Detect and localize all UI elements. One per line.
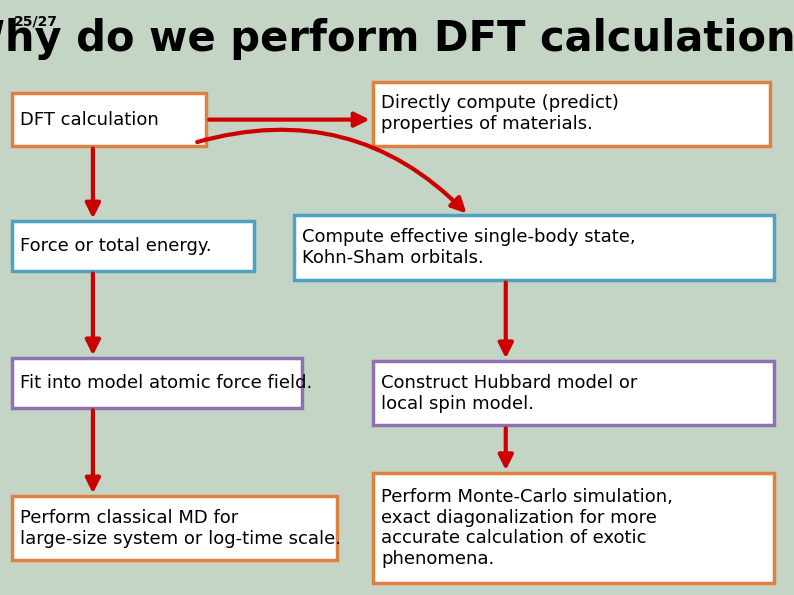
FancyBboxPatch shape <box>294 215 774 280</box>
Text: Fit into model atomic force field.: Fit into model atomic force field. <box>20 374 312 392</box>
FancyBboxPatch shape <box>12 221 254 271</box>
FancyBboxPatch shape <box>373 473 774 583</box>
Text: Compute effective single-body state,
Kohn-Sham orbitals.: Compute effective single-body state, Koh… <box>302 228 635 267</box>
Text: DFT calculation: DFT calculation <box>20 111 159 129</box>
FancyBboxPatch shape <box>373 361 774 425</box>
FancyBboxPatch shape <box>12 358 302 408</box>
Text: Perform classical MD for
large-size system or log-time scale.: Perform classical MD for large-size syst… <box>20 509 341 548</box>
FancyArrowPatch shape <box>197 130 463 210</box>
Text: Perform Monte-Carlo simulation,
exact diagonalization for more
accurate calculat: Perform Monte-Carlo simulation, exact di… <box>381 488 673 568</box>
Text: Why do we perform DFT calculation ?: Why do we perform DFT calculation ? <box>0 18 794 60</box>
Text: Force or total energy.: Force or total energy. <box>20 237 211 255</box>
Text: 25/27: 25/27 <box>14 15 58 29</box>
FancyBboxPatch shape <box>373 82 770 146</box>
Text: Construct Hubbard model or
local spin model.: Construct Hubbard model or local spin mo… <box>381 374 638 413</box>
FancyBboxPatch shape <box>12 93 206 146</box>
Text: Directly compute (predict)
properties of materials.: Directly compute (predict) properties of… <box>381 94 619 133</box>
FancyBboxPatch shape <box>12 496 337 560</box>
